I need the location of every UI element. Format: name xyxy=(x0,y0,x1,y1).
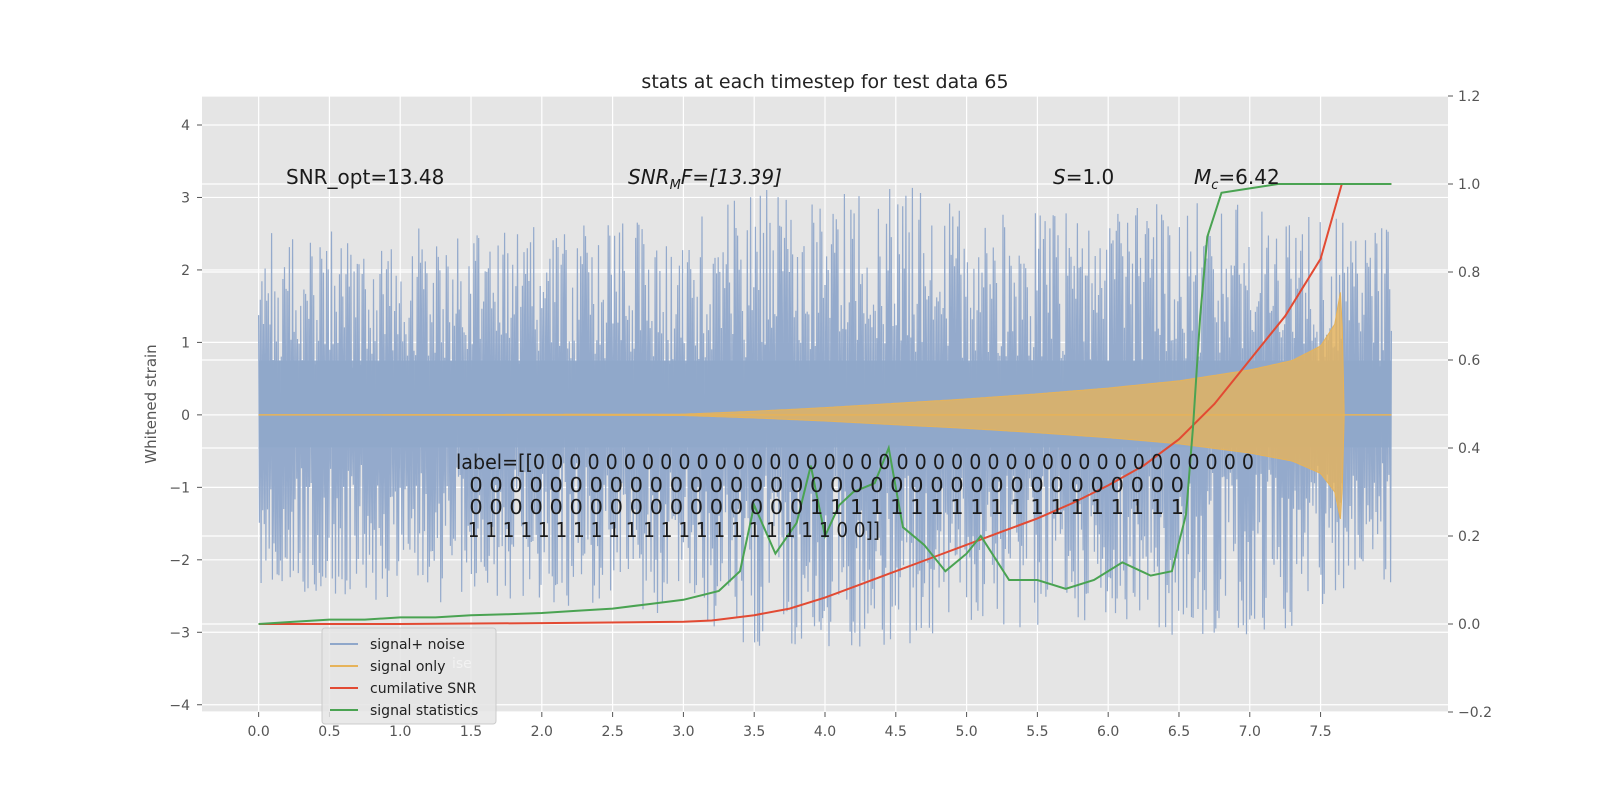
x-tick-label: 5.5 xyxy=(1026,724,1048,740)
snr-opt-annotation: SNR_opt=13.48 xyxy=(286,165,444,189)
y-right-tick-label: 0.2 xyxy=(1458,529,1480,545)
legend-items: signal+ noise signal only cumilative SNR si… xyxy=(330,637,478,719)
x-axis-ticks: 0.0 0.5 1.0 1.5 2.0 2.5 3.0 3.5 4.0 4.5 5.0 5.5 6.0 6… xyxy=(248,712,1332,740)
snr-mf-annotation: SNRMF=[13.39] xyxy=(628,165,782,193)
x-tick-label: 1.0 xyxy=(389,724,411,740)
mc-main: M xyxy=(1194,165,1211,189)
y-tick-label: 2 xyxy=(181,263,190,279)
label-line-4: 1 1 1 1 1 1 1 1 1 1 1 1 1 1 1 1 1 1 1 1 … xyxy=(456,518,880,542)
y-right-tick-label: 1.2 xyxy=(1458,89,1480,105)
y-axis-right-ticks: 1.2 1.0 0.8 0.6 0.4 0.2 0.0 −0.2 xyxy=(1448,89,1492,721)
y-tick-label: 0 xyxy=(181,408,190,424)
x-tick-label: 4.0 xyxy=(814,724,836,740)
signal-statistics-series xyxy=(258,183,1392,625)
label-line-2: 0 0 0 0 0 0 0 0 0 0 0 0 0 0 0 0 0 0 0 0 … xyxy=(456,473,1184,497)
x-tick-label: 7.5 xyxy=(1309,724,1331,740)
snr-mf-main: SNR xyxy=(628,165,670,189)
y-right-tick-label: 0.8 xyxy=(1458,265,1480,281)
cumulative-snr-series xyxy=(258,183,1392,625)
legend-frame xyxy=(321,627,497,725)
x-tick-label: 2.0 xyxy=(531,724,553,740)
y-tick-label: −3 xyxy=(169,625,190,641)
legend: ise se signal+ noise signal only cumilativ… xyxy=(321,627,497,725)
s-tail: =1.0 xyxy=(1066,165,1115,189)
y-right-tick-label: 1.0 xyxy=(1458,177,1480,193)
cumulative-snr-line xyxy=(258,183,1392,625)
label-annotation: label=[[0 0 0 0 0 0 0 0 0 0 0 0 0 0 0 0 … xyxy=(456,450,1254,542)
mc-sub: c xyxy=(1211,178,1218,193)
legend-label: signal+ noise xyxy=(370,637,465,653)
y-axis-label: Whitened strain xyxy=(142,344,160,463)
x-tick-label: 6.0 xyxy=(1097,724,1119,740)
legend-label: signal only xyxy=(370,659,445,675)
mc-annotation: Mc=6.42 xyxy=(1194,165,1280,193)
x-tick-label: 2.5 xyxy=(601,724,623,740)
x-tick-label: 6.5 xyxy=(1168,724,1190,740)
label-line-3: 0 0 0 0 0 0 0 0 0 0 0 0 0 0 0 0 0 1 1 1 … xyxy=(456,495,1184,519)
legend-label: signal statistics xyxy=(370,703,478,719)
snr-mf-sub: M xyxy=(670,178,681,193)
y-tick-label: −2 xyxy=(169,553,190,569)
y-right-tick-label: 0.0 xyxy=(1458,617,1480,633)
legend-label: cumilative SNR xyxy=(370,681,477,697)
y-tick-label: 1 xyxy=(181,335,190,351)
y-tick-label: −4 xyxy=(169,698,190,714)
chart-title: stats at each timestep for test data 65 xyxy=(641,71,1008,93)
signal-statistics-line xyxy=(258,183,1392,625)
y-tick-label: 4 xyxy=(181,118,190,134)
x-tick-label: 7.0 xyxy=(1239,724,1261,740)
y-right-tick-label: 0.4 xyxy=(1458,441,1480,457)
y-tick-label: −1 xyxy=(169,480,190,496)
mc-tail: =6.42 xyxy=(1218,165,1279,189)
x-tick-label: 3.0 xyxy=(672,724,694,740)
x-tick-label: 5.0 xyxy=(955,724,977,740)
legend-ghost-1: ise xyxy=(452,656,472,672)
x-tick-label: 0.0 xyxy=(248,724,270,740)
y-right-tick-label: 0.6 xyxy=(1458,353,1480,369)
x-tick-label: 4.5 xyxy=(885,724,907,740)
s-annotation: S=1.0 xyxy=(1053,165,1114,189)
legend-ghost-2: se xyxy=(458,678,474,694)
s-main: S xyxy=(1053,165,1066,189)
y-right-tick-label: −0.2 xyxy=(1458,705,1492,721)
label-line-1: label=[[0 0 0 0 0 0 0 0 0 0 0 0 0 0 0 0 … xyxy=(456,450,1254,474)
snr-mf-tail-f: F=[13.39] xyxy=(681,165,782,189)
x-tick-label: 0.5 xyxy=(318,724,340,740)
x-tick-label: 3.5 xyxy=(743,724,765,740)
y-tick-label: 3 xyxy=(181,190,190,206)
y-axis-ticks: 4 3 2 1 0 −1 −2 −3 −4 xyxy=(169,118,202,714)
x-tick-label: 1.5 xyxy=(460,724,482,740)
